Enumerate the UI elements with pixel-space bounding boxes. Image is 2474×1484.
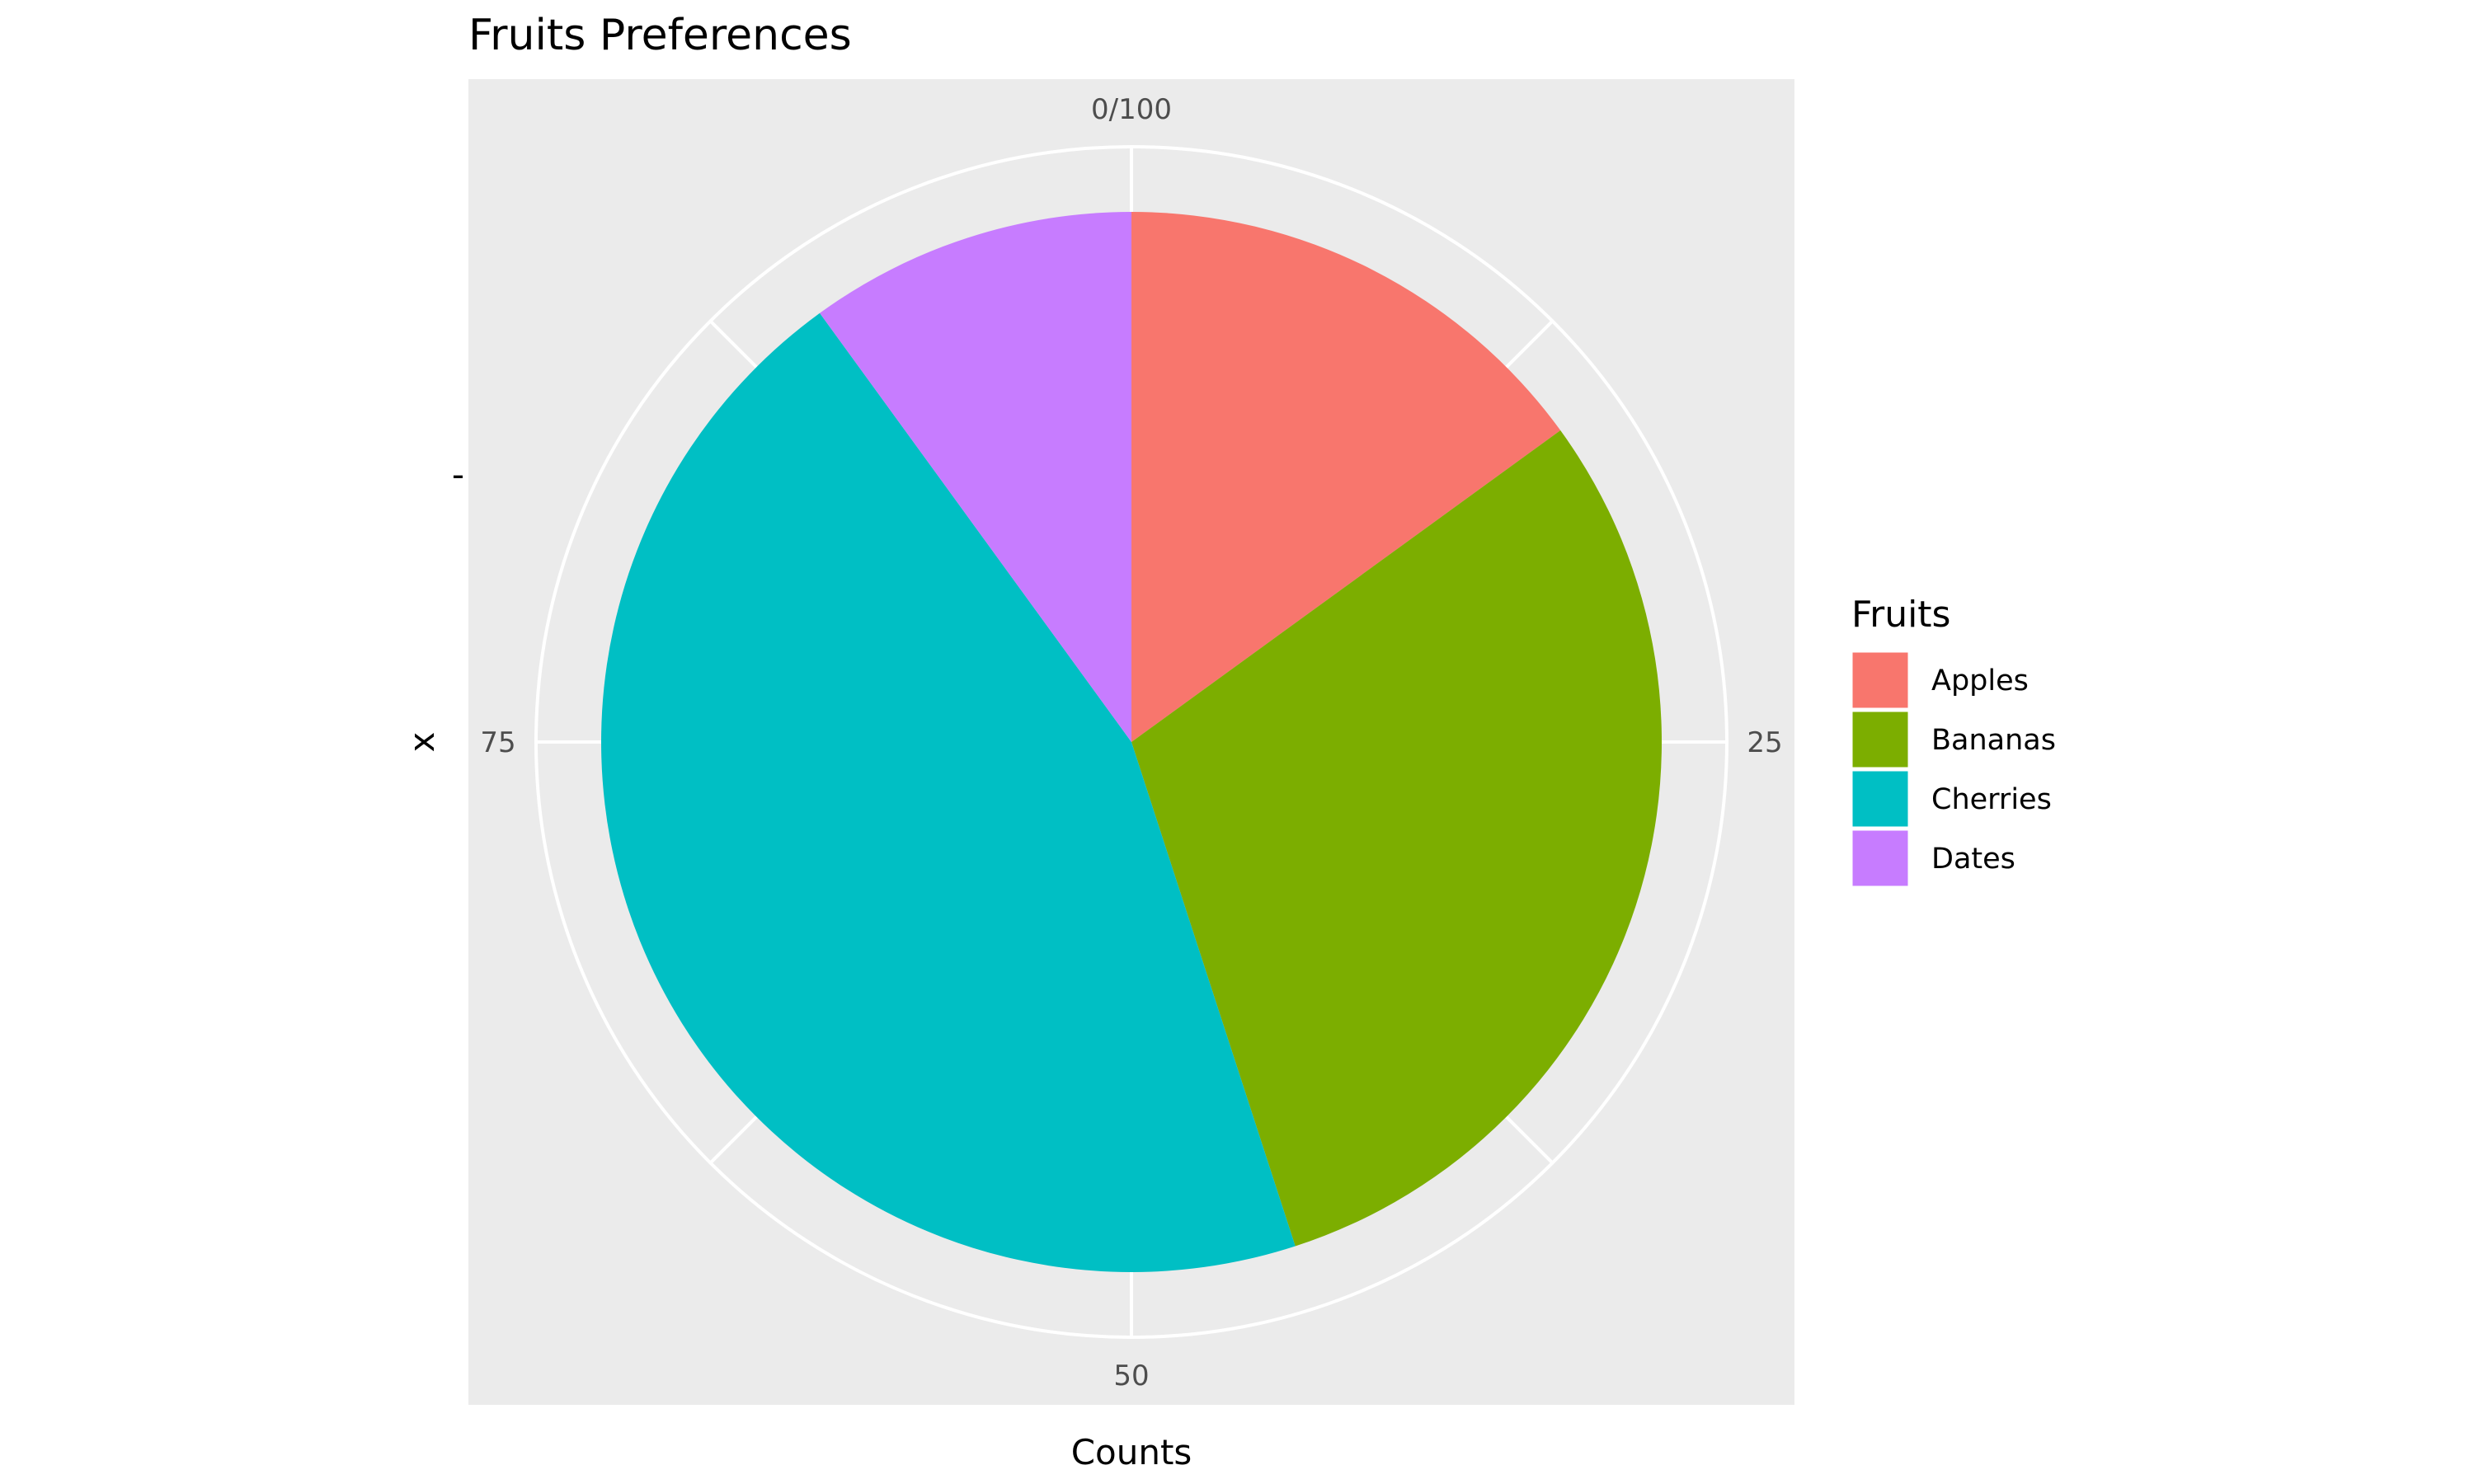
pie-slice-bananas — [1131, 430, 1662, 1247]
angle-tick-label: 75 — [480, 726, 515, 759]
y-axis-title: x — [402, 732, 442, 753]
x-axis-title: Counts — [1071, 1432, 1192, 1472]
legend-label-bananas: Bananas — [1931, 724, 2056, 757]
legend-items: Apples Bananas Cherries Dates — [1850, 650, 2056, 889]
legend-label-dates: Dates — [1931, 843, 2015, 876]
legend-label-cherries: Cherries — [1931, 783, 2052, 816]
legend-swatch-bananas — [1850, 709, 1911, 770]
angle-tick-label: 0/100 — [1091, 93, 1172, 126]
legend: Fruits Apples Bananas Cherries Dates — [1850, 594, 2056, 889]
angle-tick-labels: 0/100 25 50 75 — [480, 93, 1782, 1392]
y-tick-label: - — [452, 454, 464, 495]
legend-label-apples: Apples — [1931, 665, 2029, 697]
pie-slices — [601, 212, 1662, 1273]
legend-swatch-apples — [1850, 650, 1911, 711]
chart-title: Fruits Preferences — [468, 11, 852, 60]
legend-swatch-cherries — [1850, 768, 1911, 829]
pie-slice-apples — [1131, 212, 1561, 742]
angle-tick-label: 25 — [1747, 726, 1782, 759]
legend-title: Fruits — [1851, 594, 1950, 636]
pie-slice-cherries — [601, 312, 1296, 1273]
pie-slice-dates — [820, 212, 1131, 742]
legend-swatch-dates — [1850, 828, 1911, 889]
angle-tick-label: 50 — [1113, 1360, 1149, 1392]
